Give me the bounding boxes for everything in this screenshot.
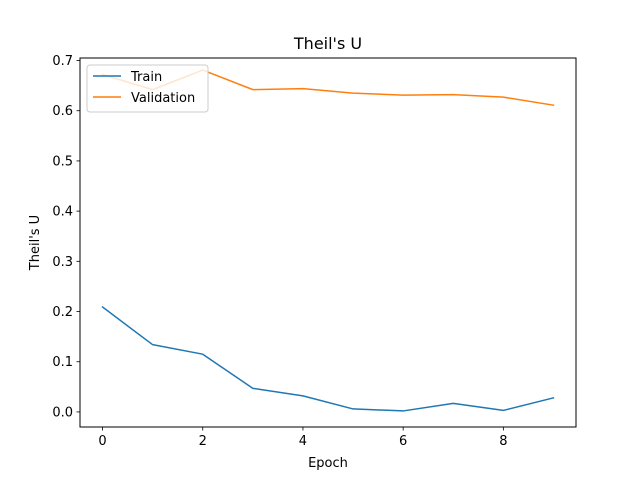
y-tick-label: 0.4	[52, 205, 73, 220]
y-tick-label: 0.0	[52, 405, 73, 420]
chart-title: Theil's U	[293, 34, 362, 53]
y-tick-label: 0.5	[52, 154, 73, 169]
y-tick-label: 0.1	[52, 355, 73, 370]
y-tick-label: 0.6	[52, 104, 73, 119]
legend-label-train: Train	[130, 70, 162, 85]
x-axis-label: Epoch	[308, 456, 348, 471]
x-tick-label: 4	[299, 434, 307, 449]
plot-area	[80, 58, 576, 427]
y-axis-label: Theil's U	[28, 215, 43, 271]
y-tick-label: 0.3	[52, 255, 73, 270]
x-tick-label: 0	[98, 434, 106, 449]
y-tick-label: 0.2	[52, 305, 73, 320]
x-tick-label: 8	[499, 434, 507, 449]
x-tick-label: 2	[199, 434, 207, 449]
legend: Train Validation	[87, 65, 208, 112]
x-tick-label: 6	[399, 434, 407, 449]
legend-label-validation: Validation	[131, 91, 195, 106]
y-tick-label: 0.7	[52, 54, 73, 69]
